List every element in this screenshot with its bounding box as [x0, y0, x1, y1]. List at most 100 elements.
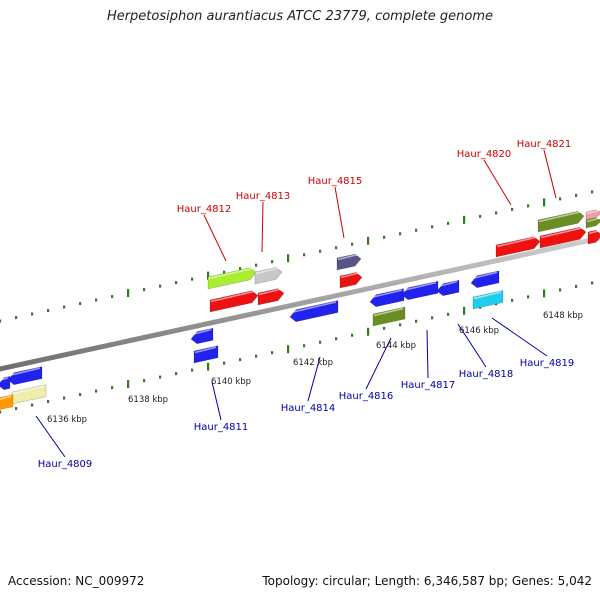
tick-mark: [527, 204, 530, 208]
gene-feature[interactable]: [436, 279, 460, 297]
tick-mark: [175, 372, 178, 376]
tick-mark: [447, 312, 450, 316]
tick-mark: [0, 319, 2, 323]
tick-mark: [415, 319, 418, 323]
tick-mark: [319, 249, 322, 253]
tick-mark: [175, 281, 178, 285]
gene-feature[interactable]: [470, 270, 500, 289]
gene-feature-highlight: [210, 290, 257, 303]
accession-label: Accession: NC_009972: [8, 574, 145, 588]
gene-feature-highlight: [258, 288, 283, 296]
tick-mark: [191, 368, 194, 372]
gene-feature-highlight: [538, 210, 583, 223]
label-leader-line: [365, 337, 392, 390]
gene-feature[interactable]: [539, 226, 587, 249]
gene-feature[interactable]: [209, 290, 259, 313]
label-leader-lines: [35, 149, 557, 458]
tick-mark: [399, 323, 402, 327]
gene-feature-highlight: [496, 236, 539, 248]
tick-mark: [543, 289, 546, 298]
gene-feature-highlight: [370, 289, 403, 299]
gene-feature[interactable]: [193, 345, 219, 364]
gene-label-haur-4812[interactable]: Haur_4812: [177, 204, 232, 215]
gene-label-haur-4819[interactable]: Haur_4819: [520, 358, 575, 369]
tick-mark: [415, 228, 418, 232]
gene-label-haur-4817[interactable]: Haur_4817: [401, 380, 456, 391]
tick-mark: [399, 232, 402, 236]
tick-mark: [319, 340, 322, 344]
tick-mark: [383, 235, 386, 239]
gene-label-haur-4821[interactable]: Haur_4821: [517, 139, 572, 150]
genome-backbone: [0, 235, 600, 372]
gene-feature-highlight: [12, 385, 45, 395]
tick-mark: [495, 211, 498, 215]
tick-mark: [303, 253, 306, 257]
tick-mark: [239, 267, 242, 271]
gene-feature-highlight: [340, 271, 361, 279]
tick-mark: [511, 207, 514, 211]
label-leader-line: [35, 415, 66, 458]
gene-feature-highlight: [586, 209, 600, 215]
tick-mark: [431, 225, 434, 229]
tick-mark: [255, 354, 258, 358]
tick-mark: [159, 284, 162, 288]
tick-mark: [95, 298, 98, 302]
tick-mark: [15, 407, 18, 411]
tick-mark: [31, 403, 34, 407]
gene-feature[interactable]: [495, 236, 541, 258]
tick-mark: [63, 305, 66, 309]
gene-feature[interactable]: [401, 280, 439, 301]
label-leader-line: [307, 356, 321, 402]
gene-feature[interactable]: [587, 229, 600, 245]
tick-mark: [335, 337, 338, 341]
tick-label-6146: 6146 kbp: [459, 326, 499, 336]
gene-feature-highlight: [8, 367, 41, 377]
label-leader-line: [211, 381, 222, 421]
forward-tick-row: [0, 190, 594, 323]
gene-label-haur-4818[interactable]: Haur_4818: [459, 369, 514, 380]
tick-mark: [0, 410, 2, 414]
gene-feature-highlight: [194, 346, 217, 354]
gene-label-haur-4814[interactable]: Haur_4814: [281, 403, 336, 414]
tick-mark: [271, 260, 274, 264]
gene-feature[interactable]: [472, 290, 504, 310]
gene-feature-highlight: [588, 229, 600, 235]
gene-feature-highlight: [255, 266, 281, 275]
gene-label-haur-4820[interactable]: Haur_4820: [457, 149, 512, 160]
tick-mark: [223, 270, 226, 274]
gene-feature[interactable]: [537, 210, 585, 233]
tick-mark: [527, 295, 530, 299]
tick-mark: [463, 215, 466, 224]
gene-feature[interactable]: [207, 267, 257, 290]
tick-mark: [479, 214, 482, 218]
gene-feature[interactable]: [190, 327, 214, 345]
tick-mark: [591, 281, 594, 285]
tick-mark: [239, 358, 242, 362]
tick-mark: [447, 221, 450, 225]
tick-mark: [95, 389, 98, 393]
genome-info-label: Topology: circular; Length: 6,346,587 bp…: [262, 574, 592, 588]
gene-label-haur-4816[interactable]: Haur_4816: [339, 391, 394, 402]
label-leader-line: [483, 159, 512, 206]
tick-mark: [223, 361, 226, 365]
label-leader-line: [426, 329, 429, 379]
label-leader-line: [203, 214, 227, 262]
gene-label-haur-4815[interactable]: Haur_4815: [308, 176, 363, 187]
tick-mark: [303, 344, 306, 348]
tick-mark: [335, 246, 338, 250]
gene-label-haur-4811[interactable]: Haur_4811: [194, 422, 249, 433]
tick-mark: [47, 400, 50, 404]
gene-feature-highlight: [0, 377, 9, 381]
tick-mark: [31, 312, 34, 316]
gene-feature[interactable]: [289, 300, 339, 323]
gene-feature[interactable]: [372, 306, 406, 327]
tick-mark: [351, 242, 354, 246]
gene-feature-highlight: [337, 253, 360, 261]
tick-mark: [367, 327, 370, 336]
tick-mark: [287, 345, 290, 354]
gene-label-haur-4813[interactable]: Haur_4813: [236, 191, 291, 202]
tick-mark: [207, 362, 210, 371]
gene-label-haur-4809[interactable]: Haur_4809: [38, 459, 93, 470]
tick-mark: [463, 306, 466, 315]
gene-feature[interactable]: [369, 288, 405, 308]
